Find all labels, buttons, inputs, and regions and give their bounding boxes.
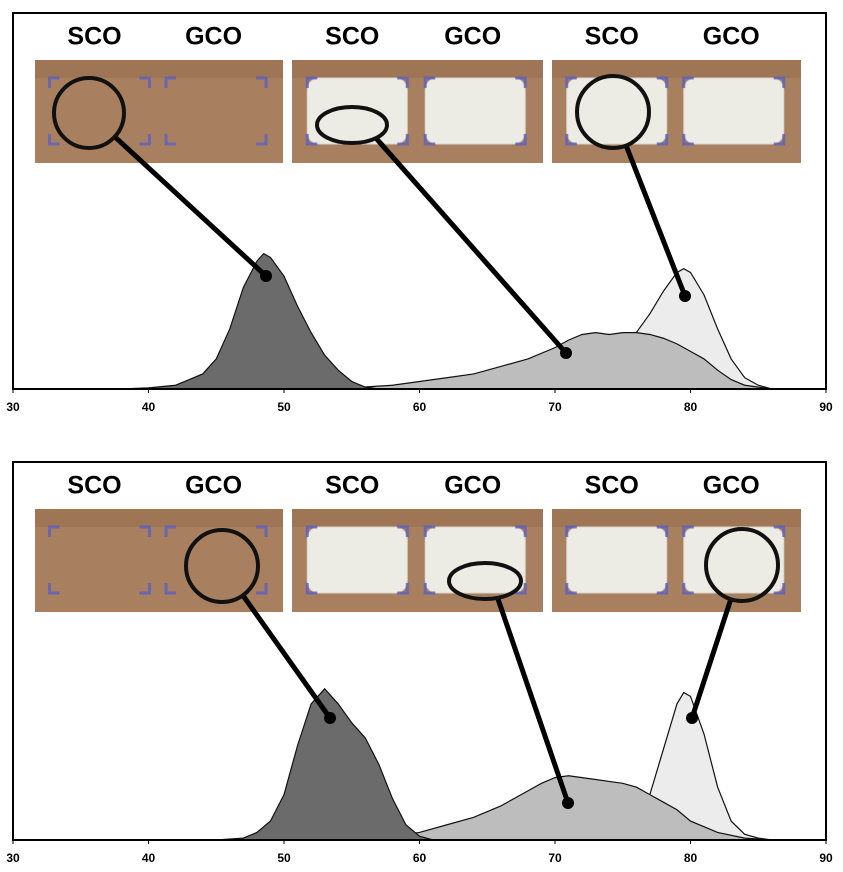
pointer-dot xyxy=(324,712,336,724)
sample-label: GCO xyxy=(185,23,242,51)
cream-patch xyxy=(684,78,784,144)
sample-label: GCO xyxy=(444,23,501,51)
sample-label: GCO xyxy=(185,472,242,500)
page: 30 40 50 60 70 80 90 SCO GCO SCO GCO SCO GCO 30 40 50 60… xyxy=(0,0,843,872)
photo-shade xyxy=(552,60,801,78)
sample-label: SCO xyxy=(585,23,639,51)
x-tick-label: 80 xyxy=(684,851,698,865)
sample-label: SCO xyxy=(325,472,379,500)
pointer-dot xyxy=(679,290,691,302)
sample-label: SCO xyxy=(585,472,639,500)
cream-patch xyxy=(684,527,784,593)
x-tick-label: 70 xyxy=(548,851,562,865)
cream-patch xyxy=(567,527,667,593)
sample-label: GCO xyxy=(703,472,760,500)
x-tick-label: 60 xyxy=(413,851,427,865)
photo-shade xyxy=(35,509,283,527)
x-tick-label: 60 xyxy=(413,400,427,414)
cream-patch xyxy=(567,78,667,144)
pointer-dot xyxy=(686,712,698,724)
photo-shade xyxy=(292,509,543,527)
x-tick-label: 70 xyxy=(548,400,562,414)
photo-shade xyxy=(292,60,543,78)
pointer-dot xyxy=(562,797,574,809)
figure: 30 40 50 60 70 80 90 SCO GCO SCO GCO SCO GCO 30 40 50 60… xyxy=(0,0,843,872)
sample-label: SCO xyxy=(67,472,121,500)
x-tick-label: 50 xyxy=(277,400,291,414)
x-tick-label: 80 xyxy=(684,400,698,414)
x-tick-label: 90 xyxy=(819,851,833,865)
pointer-dot xyxy=(260,270,272,282)
photo-shade xyxy=(552,509,801,527)
cream-patch xyxy=(425,527,525,593)
x-tick-label: 50 xyxy=(277,851,291,865)
x-tick-label: 30 xyxy=(6,851,20,865)
x-tick-label: 30 xyxy=(6,400,20,414)
cream-patch xyxy=(307,527,407,593)
x-tick-label: 40 xyxy=(142,400,156,414)
cream-patch xyxy=(425,78,525,144)
photo-shade xyxy=(35,60,283,78)
x-tick-label: 90 xyxy=(819,400,833,414)
x-tick-label: 40 xyxy=(142,851,156,865)
pointer-dot xyxy=(560,347,572,359)
sample-label: SCO xyxy=(67,23,121,51)
sample-label: GCO xyxy=(444,472,501,500)
sample-label: SCO xyxy=(325,23,379,51)
sample-label: GCO xyxy=(703,23,760,51)
